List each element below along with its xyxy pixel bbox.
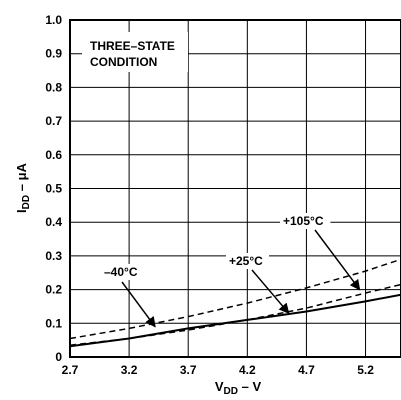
y-tick-label-0: 0 bbox=[55, 350, 62, 364]
y-tick-label-7: 0.7 bbox=[45, 114, 62, 128]
x-tick-label-4: 4.7 bbox=[298, 363, 315, 377]
series-line-1 bbox=[70, 285, 401, 346]
y-tick-label-6: 0.6 bbox=[45, 148, 62, 162]
x-tick-label-1: 3.2 bbox=[121, 363, 138, 377]
x-axis-label: VDD – V bbox=[215, 379, 262, 397]
x-tick-label-0: 2.7 bbox=[62, 363, 79, 377]
y-axis-label-sub: DD bbox=[21, 195, 32, 209]
y-tick-label-5: 0.5 bbox=[45, 182, 62, 196]
y-tick-label-8: 0.8 bbox=[45, 80, 62, 94]
annotation-line-2: CONDITION bbox=[90, 55, 157, 69]
y-tick-label-3: 0.3 bbox=[45, 249, 62, 263]
callout-arrow-1 bbox=[252, 270, 289, 313]
x-tick-label-5: 5.2 bbox=[357, 363, 374, 377]
y-tick-label-10: 1.0 bbox=[45, 13, 62, 27]
x-tick-label-2: 3.7 bbox=[180, 363, 197, 377]
callout-label-2: +105°C bbox=[283, 214, 324, 228]
y-axis-label: IDD – μA bbox=[14, 162, 32, 212]
callout-arrow-0 bbox=[122, 282, 155, 327]
y-tick-label-4: 0.4 bbox=[45, 215, 62, 229]
x-axis-label-sub: DD bbox=[224, 386, 238, 397]
x-tick-label-3: 4.2 bbox=[239, 363, 256, 377]
callout-label-1: +25°C bbox=[229, 254, 263, 268]
y-tick-label-1: 0.1 bbox=[45, 316, 62, 330]
annotation-line-1: THREE–STATE bbox=[90, 39, 175, 53]
y-tick-label-9: 0.9 bbox=[45, 47, 62, 61]
series-line-2 bbox=[70, 295, 401, 347]
callout-label-0: –40°C bbox=[104, 265, 138, 279]
y-tick-label-2: 0.2 bbox=[45, 283, 62, 297]
callout-arrow-2 bbox=[315, 230, 360, 290]
